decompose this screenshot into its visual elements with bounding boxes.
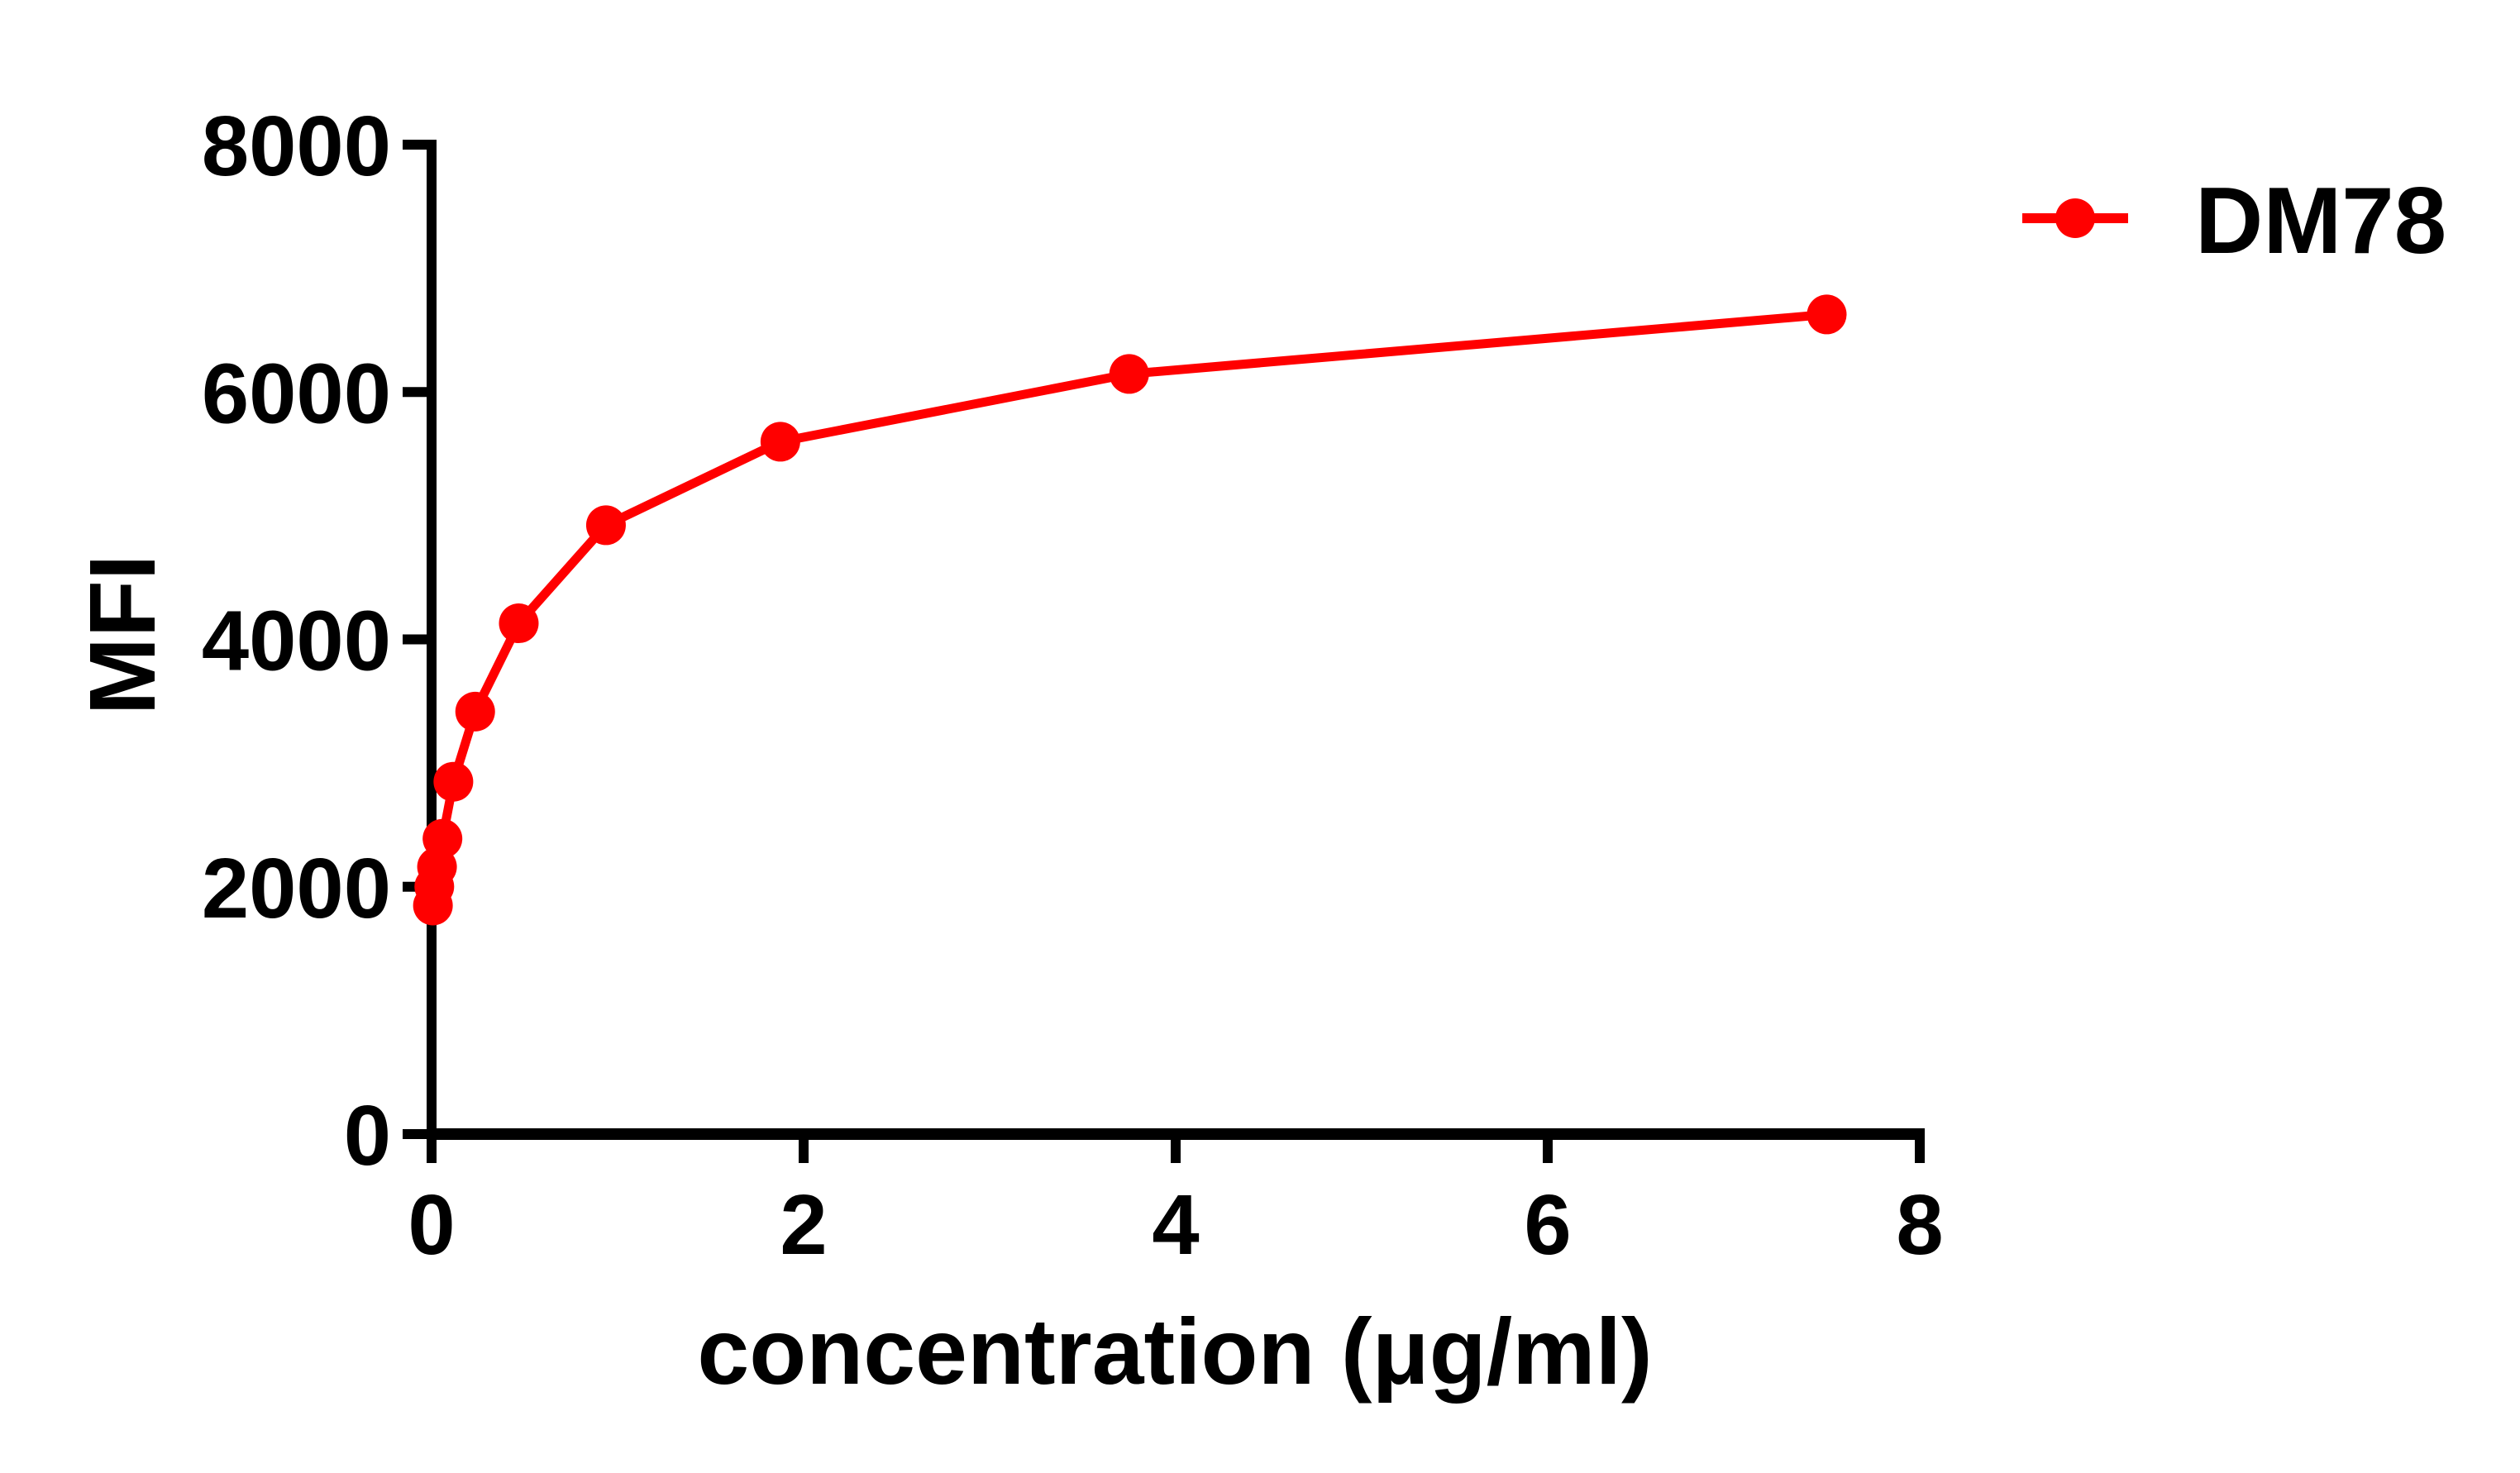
- y-axis: 0 2000 4000 6000 8000: [202, 98, 437, 1183]
- series-line: [428, 309, 1827, 906]
- y-axis-title: MFI: [70, 555, 174, 716]
- y-tick-label: 2000: [202, 841, 391, 936]
- y-tick-label: 6000: [202, 346, 391, 441]
- x-ticks: 0 2 4 6 8: [408, 1134, 1944, 1272]
- data-point-marker: [585, 505, 626, 546]
- legend: DM78: [2022, 169, 2446, 274]
- y-tick-label: 4000: [202, 593, 391, 689]
- y-ticks: 0 2000 4000 6000 8000: [202, 98, 432, 1183]
- x-tick-label: 8: [1896, 1177, 1943, 1272]
- x-tick-label: 6: [1524, 1177, 1571, 1272]
- data-point-marker: [433, 761, 474, 802]
- x-axis: 0 2 4 6 8: [408, 1128, 1944, 1272]
- data-point-marker: [499, 603, 539, 644]
- data-point-marker: [455, 691, 495, 732]
- data-point-marker: [760, 422, 800, 462]
- y-tick-label: 8000: [202, 98, 391, 193]
- data-point-marker: [422, 818, 463, 859]
- legend-label: DM78: [2195, 169, 2446, 274]
- x-tick-label: 2: [780, 1177, 827, 1272]
- data-point-marker: [1109, 354, 1149, 394]
- x-tick-label: 4: [1152, 1177, 1199, 1272]
- x-tick-label: 0: [408, 1177, 455, 1272]
- series-dm78: [413, 294, 1847, 926]
- x-axis-title: concentration (μg/ml): [697, 1299, 1652, 1404]
- legend-marker-icon: [2055, 198, 2095, 238]
- y-tick-label: 0: [344, 1088, 391, 1183]
- data-point-marker: [1806, 294, 1847, 335]
